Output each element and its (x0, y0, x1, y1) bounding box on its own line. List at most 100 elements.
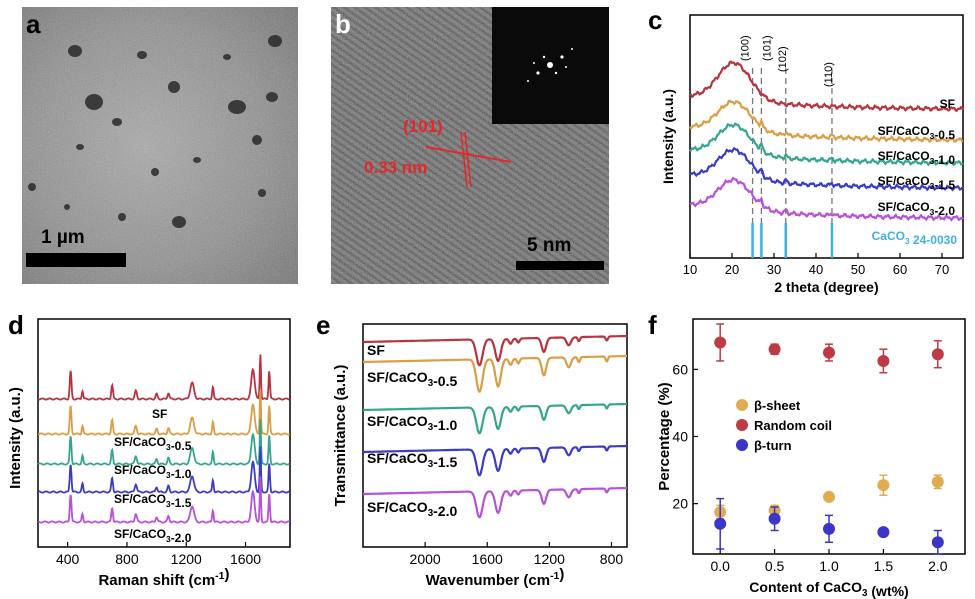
series-label: SF/CaCO3-0.5 (367, 369, 457, 389)
x-tick-label: 1.5 (874, 558, 894, 574)
series-line (689, 99, 964, 144)
series-line (363, 486, 627, 519)
x-tick-label: 1600 (472, 551, 503, 567)
series-label: SF/CaCO3-1.0 (367, 413, 457, 433)
legend-marker (736, 419, 748, 431)
x-tick-label: 60 (893, 262, 907, 277)
data-point (714, 336, 727, 349)
peak-label: (110) (823, 62, 835, 87)
data-point (931, 475, 944, 488)
x-tick-label: 800 (600, 551, 624, 567)
series-label: SF/CaCO3-2.0 (878, 200, 956, 218)
x-tick-label: 800 (115, 551, 139, 567)
reference-label: CaCO3 24-0030 (872, 229, 958, 247)
series-label: SF/CaCO3-1.0 (878, 149, 956, 167)
panel-label-b: b (335, 9, 351, 39)
data-point (823, 490, 835, 503)
scale-text-a: 1 µm (41, 227, 85, 248)
plot-frame (37, 318, 291, 548)
x-tick-label: 1600 (230, 551, 261, 567)
x-tick-label: 70 (935, 262, 949, 277)
series-label: SF/CaCO3-1.5 (367, 450, 457, 470)
plot-frame (689, 14, 964, 259)
x-tick-label: 1200 (534, 551, 565, 567)
series-line (363, 334, 627, 367)
series-label: SF (367, 342, 385, 358)
series-label: SF/CaCO3-2.0 (114, 527, 192, 545)
data-point (714, 517, 727, 530)
y-tick-label: 40 (672, 429, 688, 445)
x-axis-title: Content of CaCO3 (wt%) (749, 579, 908, 599)
hrtem-image-b (331, 7, 609, 284)
series-label: SF (940, 97, 955, 111)
plot-frame (362, 323, 628, 548)
data-point (823, 346, 835, 359)
legend-label: β-sheet (754, 398, 801, 413)
x-tick-label: 1200 (171, 551, 202, 567)
scale-bar-a (26, 253, 126, 267)
data-point (768, 512, 781, 525)
series-line (363, 444, 627, 477)
y-axis-title: Percentage (%) (656, 382, 673, 490)
dspacing-label: 0.33 nm (364, 158, 428, 177)
series-line (689, 60, 964, 112)
fft-inset (492, 7, 609, 124)
x-tick-label: 0.0 (710, 558, 730, 574)
data-point (823, 522, 835, 535)
xrd-chart: 10 20 30 40 50 60 70 (100) (101) (102) (110) SF SF/C… (660, 14, 964, 295)
panel-a: a 1 µm (22, 7, 298, 284)
series-label: SF/CaCO3-2.0 (367, 499, 457, 519)
x-tick-label: 30 (767, 262, 781, 277)
legend-label: Random coil (754, 418, 832, 433)
peak-label: (102) (777, 46, 789, 72)
data-point (877, 526, 890, 539)
legend-marker (736, 399, 748, 411)
y-tick-label: 60 (672, 361, 688, 377)
x-tick-label: 1.0 (819, 558, 839, 574)
panel-label-a: a (26, 9, 41, 39)
series-label: SF/CaCO3-0.5 (114, 435, 192, 453)
series-line (689, 176, 964, 222)
legend-label: β-turn (754, 438, 792, 453)
series-line (37, 418, 291, 466)
series-label: SF (152, 407, 167, 421)
series-line (363, 402, 627, 435)
x-axis-title: Raman shift (cm-1) (98, 566, 229, 589)
x-tick-label: 20 (725, 262, 739, 277)
ftir-chart: 2000 1600 1200 800 SF SF/CaCO3-0.5 SF/CaCO3-1.… (332, 323, 628, 589)
peak-label: (101) (761, 35, 773, 61)
series-line (689, 122, 964, 167)
y-axis-title: Intensity (a.u.) (660, 89, 676, 184)
x-tick-label: 2000 (410, 551, 441, 567)
data-point (931, 348, 944, 361)
tem-image-a (22, 7, 298, 284)
x-tick-label: 2.0 (928, 558, 948, 574)
legend-marker (736, 439, 748, 451)
series-line (37, 476, 291, 524)
scale-bar-b (516, 261, 604, 270)
x-tick-label: 0.5 (765, 558, 785, 574)
data-point (768, 343, 781, 356)
panel-label-c: c (648, 5, 663, 35)
series-line (37, 354, 290, 401)
lattice-marker (425, 131, 512, 188)
data-point (877, 479, 890, 492)
y-tick-label: 20 (672, 496, 688, 512)
x-axis-title: Wavenumber (cm-1) (426, 566, 565, 589)
peak-label: (100) (740, 35, 752, 61)
x-tick-label: 400 (56, 551, 80, 567)
panel-label-d: d (8, 310, 24, 340)
series-label: SF/CaCO3-0.5 (878, 124, 956, 142)
series-label: SF/CaCO3-1.0 (114, 463, 192, 481)
panel-b: b (101) 0.33 nm 5 nm (331, 7, 609, 284)
data-point (931, 536, 944, 549)
particles (28, 35, 282, 228)
y-axis-title: Intensity (a.u.) (7, 387, 24, 489)
x-tick-label: 10 (683, 262, 697, 277)
series-line (689, 146, 964, 192)
scale-text-b: 5 nm (527, 235, 572, 256)
raman-chart: 400 800 1200 1600 SF SF/CaCO3-0.5 SF/CaCO3-1.0… (7, 318, 291, 589)
y-axis-title: Transmittance (a.u.) (332, 365, 349, 507)
series-label: SF/CaCO3-1.5 (878, 174, 956, 192)
x-axis-title: 2 theta (degree) (774, 279, 878, 295)
